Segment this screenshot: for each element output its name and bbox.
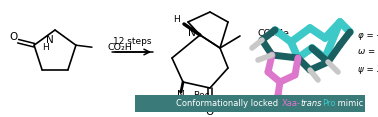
Text: O: O xyxy=(9,32,17,42)
Text: 12 steps: 12 steps xyxy=(113,38,151,46)
Text: CO₂H: CO₂H xyxy=(108,43,133,52)
Text: O: O xyxy=(206,107,214,117)
Text: CO₂Me: CO₂Me xyxy=(258,29,290,38)
Text: ψ = 150°: ψ = 150° xyxy=(358,64,378,73)
Text: φ = -59°: φ = -59° xyxy=(358,31,378,40)
Text: H: H xyxy=(178,97,184,106)
Text: Xaa-: Xaa- xyxy=(281,99,300,108)
Text: H: H xyxy=(173,15,180,24)
Text: trans: trans xyxy=(300,99,322,108)
Text: Boc: Boc xyxy=(193,91,210,99)
Text: N: N xyxy=(188,28,196,38)
FancyBboxPatch shape xyxy=(135,95,365,112)
Text: N̈: N̈ xyxy=(177,90,185,100)
Text: ω = 167°: ω = 167° xyxy=(358,48,378,57)
Text: mimic: mimic xyxy=(335,99,364,108)
Text: N: N xyxy=(46,35,54,45)
Text: H: H xyxy=(43,44,50,53)
Text: Conformationally locked: Conformationally locked xyxy=(177,99,281,108)
Text: Pro: Pro xyxy=(322,99,335,108)
